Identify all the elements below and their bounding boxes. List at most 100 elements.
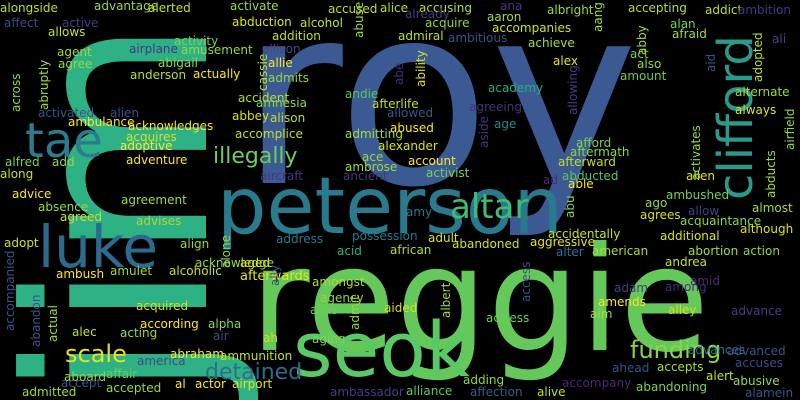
word-aim: aim	[590, 307, 613, 321]
word-almost: almost	[752, 201, 793, 215]
word-advises: advises	[136, 214, 182, 228]
word-active: active	[62, 16, 99, 30]
word-aircraft: aircraft	[260, 169, 303, 183]
word-altar: altar	[450, 187, 529, 227]
word-abby: abby	[635, 25, 649, 55]
word-peterson: peterson	[217, 162, 563, 252]
word-ambulance: ambulance	[68, 115, 135, 129]
word-advances: advances	[688, 343, 746, 357]
word-accusing: accusing	[419, 1, 472, 15]
word-abducts: abducts	[764, 150, 778, 198]
word-activates: activates	[689, 125, 703, 180]
word-amulet: amulet	[110, 264, 153, 278]
word-across: across	[9, 73, 23, 112]
word-andrea: andrea	[665, 255, 707, 269]
word-alexander: alexander	[378, 139, 438, 153]
word-adding: adding	[463, 373, 505, 387]
word-advice: advice	[12, 187, 52, 201]
word-among: among	[665, 280, 707, 294]
word-afford: afford	[576, 136, 612, 150]
word-alone: alone	[219, 234, 233, 268]
word-aftermath: aftermath	[570, 145, 630, 159]
word-add: add	[52, 155, 75, 169]
word-always: always	[735, 103, 777, 117]
word-also: also	[637, 57, 662, 71]
word-airplane: airplane	[129, 42, 178, 56]
word-abortion: abortion	[688, 244, 739, 258]
word-admitted: admitted	[22, 385, 77, 399]
word-alice: alice	[380, 1, 409, 15]
word-advance: advance	[731, 304, 783, 318]
word-agreeing: agreeing	[469, 100, 522, 114]
word-accepting: accepting	[628, 1, 687, 15]
word-accuses: accuses	[735, 356, 784, 370]
word-adopted: adopted	[751, 32, 765, 82]
word-amongst: amongst	[312, 275, 365, 289]
word-abe: abe	[392, 62, 406, 85]
word-actor: actor	[195, 377, 226, 391]
word-advantage: advantage	[94, 0, 159, 13]
word-ambition: ambition	[738, 3, 791, 17]
word-alias: alias	[310, 303, 338, 317]
word-activist: activist	[426, 166, 470, 180]
word-adopt: adopt	[4, 236, 39, 250]
word-accidentally: accidentally	[548, 227, 621, 241]
word-alan: alan	[670, 17, 696, 31]
word-abraham: abraham	[170, 347, 224, 361]
word-alerted: alerted	[148, 1, 191, 15]
word-aging: aging	[312, 332, 346, 346]
word-ambushed: ambushed	[666, 188, 730, 202]
word-activity: activity	[174, 34, 219, 48]
word-allowed: allowed	[387, 106, 434, 120]
word-accompanies: accompanies	[492, 21, 572, 35]
word-achieve: achieve	[528, 36, 575, 50]
word-accused: accused	[328, 2, 378, 16]
word-ambassador: ambassador	[330, 385, 404, 399]
word-airfield: airfield	[783, 108, 797, 150]
word-alamein: alamein	[745, 386, 794, 400]
word-activate: activate	[230, 0, 279, 13]
word-african: african	[390, 243, 432, 257]
word-acknowledge: acknowledge	[195, 256, 274, 270]
word-cassie: cassie	[256, 53, 270, 91]
word-accepts: accepts	[657, 360, 704, 374]
word-absence: absence	[38, 200, 89, 214]
word-ad: ad	[543, 173, 558, 187]
word-along: along	[0, 167, 34, 181]
word-albert: albert	[439, 282, 453, 318]
word-alter: alter	[556, 245, 584, 259]
word-actually: actually	[193, 67, 241, 81]
word-adoptive: adoptive	[120, 139, 173, 153]
word-afraid: afraid	[672, 27, 707, 41]
word-possession: possession	[352, 229, 418, 243]
word-alive: alive	[537, 385, 566, 399]
word-alliance: alliance	[406, 384, 453, 398]
word-according: according	[140, 317, 199, 331]
word-acquaintance: acquaintance	[680, 214, 762, 228]
word-address: address	[276, 232, 324, 246]
word-abruptly: abruptly	[37, 59, 51, 110]
word-agreement: agreement	[121, 193, 187, 207]
word-aboard: aboard	[64, 370, 107, 384]
word-action: action	[743, 244, 780, 258]
word-affect: affect	[4, 16, 39, 30]
word-actual: actual	[46, 305, 60, 342]
word-allen: allen	[686, 169, 716, 183]
word-allowing: allowing	[566, 65, 580, 115]
word-abduction: abduction	[232, 15, 292, 29]
word-abandon: abandon	[29, 294, 43, 348]
word-tae: tae	[25, 113, 103, 169]
word-access: access	[519, 261, 533, 302]
word-amusement: amusement	[181, 43, 253, 57]
word-acquire: acquire	[425, 16, 470, 30]
word-allows: allows	[48, 25, 86, 39]
word-funding: funding	[630, 336, 722, 364]
word-abu: abu	[563, 195, 577, 218]
word-seok: seok	[293, 305, 470, 394]
word-air: air	[213, 329, 229, 343]
word-ancient: ancient	[343, 169, 388, 183]
word-admitting: admitting	[345, 127, 403, 141]
word-ally: ally	[268, 264, 282, 286]
word-acid: acid	[337, 244, 362, 258]
